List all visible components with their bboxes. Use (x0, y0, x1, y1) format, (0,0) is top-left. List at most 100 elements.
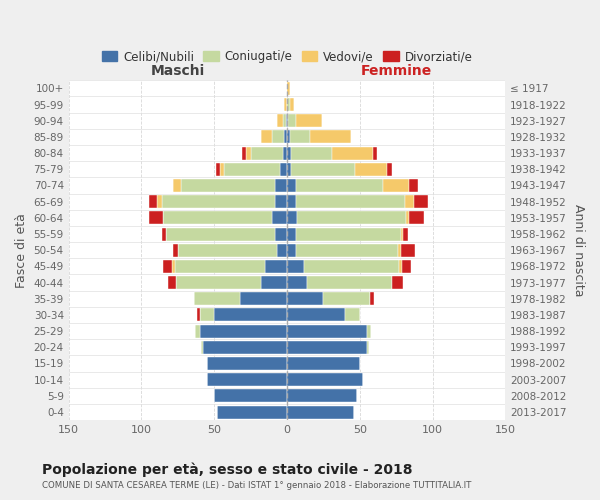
Bar (290, 98, 294, 111)
Bar (287, 260, 304, 273)
Bar (246, 146, 251, 160)
Bar (217, 406, 287, 418)
Bar (283, 114, 286, 127)
Bar (287, 292, 323, 305)
Bar (296, 195, 405, 208)
Bar (242, 146, 246, 160)
Bar (402, 260, 411, 273)
Bar (287, 163, 292, 176)
Bar (292, 163, 355, 176)
Bar (409, 212, 424, 224)
Bar (283, 146, 287, 160)
Bar (367, 341, 368, 354)
Bar (292, 146, 332, 160)
Text: COMUNE DI SANTA CESAREA TERME (LE) - Dati ISTAT 1° gennaio 2018 - Elaborazione T: COMUNE DI SANTA CESAREA TERME (LE) - Dat… (42, 481, 472, 490)
Bar (163, 212, 272, 224)
Bar (203, 341, 287, 354)
Bar (214, 308, 287, 322)
Bar (265, 260, 287, 273)
Bar (207, 357, 287, 370)
Bar (200, 308, 214, 322)
Bar (241, 292, 287, 305)
Bar (323, 292, 370, 305)
Bar (401, 244, 415, 256)
Bar (175, 260, 265, 273)
Bar (345, 308, 360, 322)
Bar (173, 179, 181, 192)
Bar (178, 244, 277, 256)
Bar (284, 130, 287, 143)
Bar (176, 276, 261, 289)
Bar (201, 341, 203, 354)
Bar (399, 260, 402, 273)
Bar (409, 179, 418, 192)
Bar (162, 195, 275, 208)
Bar (149, 212, 163, 224)
Bar (287, 390, 357, 402)
Bar (149, 195, 157, 208)
Bar (214, 390, 287, 402)
Bar (403, 228, 408, 240)
Bar (304, 260, 399, 273)
Bar (398, 244, 401, 256)
Bar (220, 163, 224, 176)
Bar (310, 130, 351, 143)
Bar (307, 276, 392, 289)
Bar (297, 212, 406, 224)
Bar (287, 130, 290, 143)
Bar (157, 195, 162, 208)
Bar (272, 212, 287, 224)
Bar (287, 308, 345, 322)
Bar (406, 212, 409, 224)
Bar (287, 324, 367, 338)
Bar (287, 82, 290, 95)
Bar (194, 292, 241, 305)
Bar (287, 146, 292, 160)
Bar (275, 179, 287, 192)
Bar (215, 163, 220, 176)
Bar (272, 130, 284, 143)
Bar (296, 244, 398, 256)
Text: Popolazione per età, sesso e stato civile - 2018: Popolazione per età, sesso e stato civil… (42, 462, 413, 477)
Bar (224, 163, 280, 176)
Bar (296, 228, 401, 240)
Bar (370, 292, 374, 305)
Bar (332, 146, 373, 160)
Bar (296, 179, 383, 192)
Bar (207, 373, 287, 386)
Bar (200, 324, 287, 338)
Bar (162, 228, 166, 240)
Bar (383, 179, 409, 192)
Bar (163, 260, 172, 273)
Text: Maschi: Maschi (151, 64, 205, 78)
Bar (284, 98, 287, 111)
Bar (251, 146, 283, 160)
Bar (167, 276, 176, 289)
Bar (287, 114, 289, 127)
Bar (405, 195, 413, 208)
Y-axis label: Anni di nascita: Anni di nascita (572, 204, 585, 296)
Legend: Celibi/Nubili, Coniugati/e, Vedovi/e, Divorziati/e: Celibi/Nubili, Coniugati/e, Vedovi/e, Di… (97, 46, 477, 68)
Bar (172, 260, 175, 273)
Bar (287, 341, 367, 354)
Bar (277, 244, 287, 256)
Bar (287, 357, 360, 370)
Bar (196, 324, 200, 338)
Bar (401, 228, 403, 240)
Bar (373, 146, 377, 160)
Bar (388, 163, 392, 176)
Bar (289, 114, 296, 127)
Bar (367, 324, 371, 338)
Bar (296, 114, 322, 127)
Bar (287, 244, 296, 256)
Bar (166, 228, 275, 240)
Bar (275, 228, 287, 240)
Bar (287, 212, 297, 224)
Bar (280, 163, 287, 176)
Bar (287, 179, 296, 192)
Bar (287, 406, 354, 418)
Bar (392, 276, 403, 289)
Bar (277, 114, 283, 127)
Text: Femmine: Femmine (361, 64, 432, 78)
Bar (261, 130, 272, 143)
